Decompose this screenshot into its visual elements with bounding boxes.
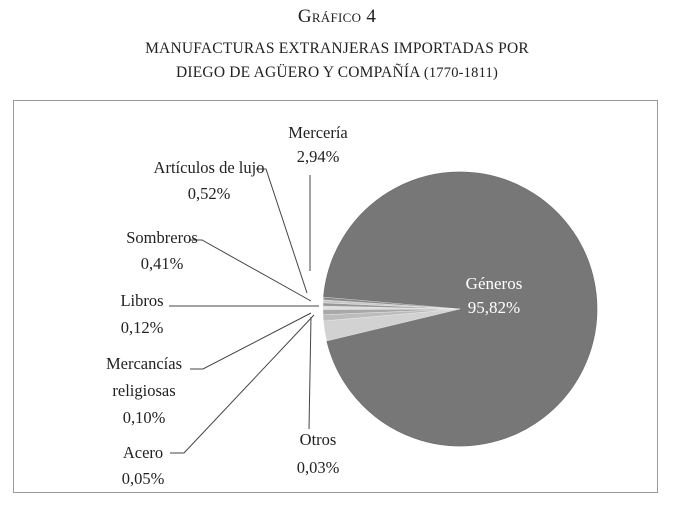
slice-value-libros: 0,12% [121, 318, 164, 337]
leader-line-acero [170, 314, 315, 454]
pie-slice-generos [323, 171, 598, 447]
pie-slice-otros [323, 296, 461, 310]
slice-value-otros: 0,03% [297, 458, 340, 477]
slice-value-articulos-de-lujo: 0,52% [188, 184, 231, 203]
leader-line-sombreros [189, 239, 312, 302]
slice-label-generos: Géneros [466, 274, 523, 293]
chart-title-line-1: MANUFACTURAS EXTRANJERAS IMPORTADAS POR [145, 40, 529, 57]
leader-line-articulos-de-lujo [256, 168, 308, 294]
slice-label-merceria: Mercería [288, 123, 348, 142]
slice-value-acero: 0,05% [122, 469, 165, 488]
slice-value-merceria: 2,94% [297, 147, 340, 166]
leader-line-mercancias-religiosas [190, 312, 312, 370]
slice-value-sombreros: 0,41% [141, 254, 184, 273]
chart-title-name: DIEGO DE AGÜERO Y COMPAÑÍA [176, 64, 420, 81]
slice-label-sombreros: Sombreros [126, 228, 198, 247]
figure-label: Gráfico 4 [297, 6, 377, 27]
slice-label-mercancias-religiosas-line-1: Mercancías [106, 354, 182, 373]
slice-label-otros: Otros [300, 430, 337, 449]
chart-title-line-2: DIEGO DE AGÜERO Y COMPAÑÍA (1770-1811) [0, 64, 674, 82]
slice-label-libros: Libros [120, 291, 163, 310]
chart-title-years: (1770-1811) [423, 65, 498, 81]
slice-label-acero: Acero [123, 443, 163, 462]
slice-label-articulos-de-lujo: Artículos de lujo [154, 158, 265, 177]
pie-chart: Géneros 95,82% Mercería 2,94% Artículos de l… [106, 123, 598, 488]
slice-value-mercancias-religiosas: 0,10% [123, 408, 166, 427]
chart-frame: Géneros 95,82% Mercería 2,94% Artículos de l… [13, 100, 658, 493]
slice-label-mercancias-religiosas-line-2: religiosas [112, 381, 175, 400]
leader-line-otros [308, 316, 312, 430]
slice-value-generos: 95,82% [468, 298, 520, 317]
